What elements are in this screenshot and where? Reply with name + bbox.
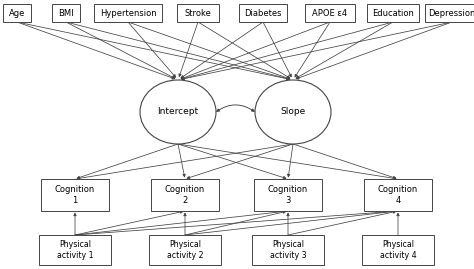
- Ellipse shape: [255, 80, 331, 144]
- Text: Physical
activity 2: Physical activity 2: [167, 240, 203, 260]
- FancyBboxPatch shape: [362, 235, 434, 265]
- Text: Depression: Depression: [428, 9, 474, 17]
- FancyBboxPatch shape: [149, 235, 221, 265]
- Text: Physical
activity 3: Physical activity 3: [270, 240, 306, 260]
- Text: APOE ε4: APOE ε4: [312, 9, 347, 17]
- FancyBboxPatch shape: [239, 4, 287, 22]
- FancyBboxPatch shape: [254, 179, 322, 211]
- FancyBboxPatch shape: [3, 4, 31, 22]
- FancyBboxPatch shape: [177, 4, 219, 22]
- FancyBboxPatch shape: [94, 4, 162, 22]
- FancyBboxPatch shape: [252, 235, 324, 265]
- Text: Age: Age: [9, 9, 25, 17]
- Text: Hypertension: Hypertension: [100, 9, 156, 17]
- Text: Diabetes: Diabetes: [244, 9, 282, 17]
- Text: BMI: BMI: [58, 9, 74, 17]
- Text: Physical
activity 4: Physical activity 4: [380, 240, 416, 260]
- FancyBboxPatch shape: [39, 235, 111, 265]
- FancyBboxPatch shape: [425, 4, 474, 22]
- Text: Cognition
3: Cognition 3: [268, 185, 308, 205]
- Text: Cognition
2: Cognition 2: [165, 185, 205, 205]
- FancyBboxPatch shape: [364, 179, 432, 211]
- Text: Intercept: Intercept: [157, 108, 199, 116]
- Text: Physical
activity 1: Physical activity 1: [57, 240, 93, 260]
- Text: Stroke: Stroke: [184, 9, 211, 17]
- FancyBboxPatch shape: [305, 4, 355, 22]
- FancyBboxPatch shape: [41, 179, 109, 211]
- Text: Slope: Slope: [281, 108, 306, 116]
- Text: Cognition
1: Cognition 1: [55, 185, 95, 205]
- FancyBboxPatch shape: [367, 4, 419, 22]
- Ellipse shape: [140, 80, 216, 144]
- Text: Education: Education: [372, 9, 414, 17]
- FancyBboxPatch shape: [151, 179, 219, 211]
- Text: Cognition
4: Cognition 4: [378, 185, 418, 205]
- FancyBboxPatch shape: [52, 4, 80, 22]
